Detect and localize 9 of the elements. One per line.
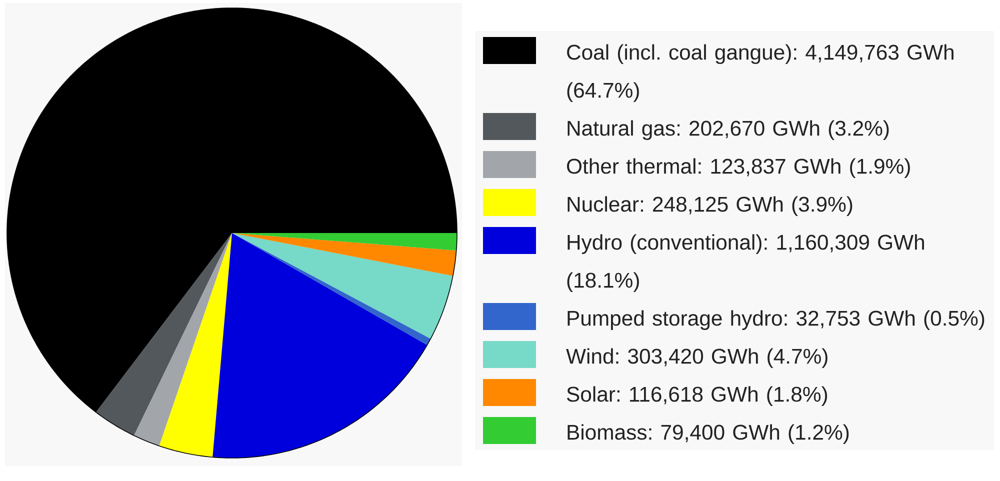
legend-label: Wind: 303,420 GWh (4.7%) bbox=[566, 348, 828, 368]
legend-label: Natural gas: 202,670 GWh (3.2%) bbox=[568, 120, 889, 140]
legend-label: Solar: 116,618 GWh (1.8%) bbox=[566, 386, 828, 406]
legend-label: Other thermal: 123,837 GWh (1.9%) bbox=[567, 158, 910, 178]
legend-label: Nuclear: 248,125 GWh (3.9%) bbox=[568, 196, 852, 216]
legend-label: Biomass: 79,400 GWh (1.2%) bbox=[568, 424, 849, 444]
legend-label: Hydro (conventional): 1,160,309 GWh (18.1%) bbox=[567, 234, 924, 292]
legend-label: Pumped storage hydro: 32,753 GWh (0.5%) bbox=[568, 310, 984, 330]
legend-label: Coal (incl. coal gangue): 4,149,763 GWh (64.7%) bbox=[567, 44, 954, 102]
